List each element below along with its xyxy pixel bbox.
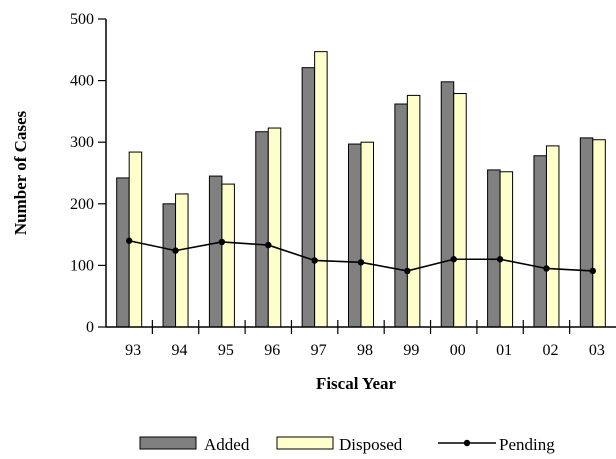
bar-added: [208, 175, 223, 328]
pending-point: [172, 247, 179, 254]
pending-point: [357, 259, 365, 266]
bar-added: [533, 155, 547, 328]
pending-point: [543, 265, 550, 272]
x-axis-title: Fiscal Year: [316, 374, 397, 393]
bar-added: [394, 103, 408, 328]
bar-disposed: [175, 193, 189, 328]
pending-point: [311, 257, 318, 264]
y-tick-label: 200: [70, 196, 94, 213]
x-ticks: 93 94 95 96 97 98 99 00 01 02 03: [125, 320, 605, 359]
legend: Added Disposed Pending: [139, 435, 555, 454]
bar-disposed: [406, 94, 421, 328]
bar-disposed: [545, 145, 560, 328]
x-tick-label: 99: [403, 342, 419, 359]
x-tick-label: 97: [311, 342, 327, 359]
y-axis-title: Number of Cases: [11, 110, 30, 235]
y-tick-label: 300: [70, 134, 94, 151]
legend-swatch-added: [139, 436, 197, 450]
bar-added: [162, 203, 177, 328]
legend-marker-pending: [463, 439, 471, 447]
bar-added: [301, 67, 316, 328]
legend-label-pending: Pending: [499, 435, 555, 454]
x-tick-label: 95: [218, 342, 234, 359]
pending-point: [589, 267, 597, 275]
bar-disposed: [499, 171, 514, 328]
bar-disposed: [221, 183, 235, 328]
y-ticks: 0 100 200 300 400 500: [70, 11, 106, 336]
x-tick-label: 00: [450, 342, 466, 359]
legend-label-added: Added: [204, 435, 250, 454]
pending-point: [450, 256, 457, 263]
x-tick-label: 02: [542, 342, 558, 359]
x-tick-label: 94: [172, 342, 188, 359]
pending-point: [265, 241, 272, 249]
bar-disposed: [314, 51, 328, 328]
y-tick-label: 0: [86, 319, 94, 336]
pending-point: [496, 256, 504, 263]
x-tick-label: 03: [589, 342, 605, 359]
x-tick-label: 98: [357, 342, 373, 359]
plot-area: [116, 51, 606, 328]
bar-added: [255, 131, 269, 328]
bar-added: [440, 81, 455, 328]
legend-label-disposed: Disposed: [339, 435, 403, 454]
pending-point: [218, 238, 226, 246]
y-tick-label: 400: [70, 73, 94, 90]
bar-disposed: [267, 127, 282, 328]
bar-added: [348, 143, 362, 328]
bar-disposed: [592, 139, 606, 328]
pending-point: [125, 237, 133, 244]
bar-added: [116, 177, 130, 328]
bar-added: [579, 137, 594, 328]
y-tick-label: 100: [70, 257, 94, 274]
y-tick-label: 500: [70, 11, 94, 28]
pending-point: [404, 267, 411, 275]
bar-added: [487, 169, 501, 328]
legend-swatch-disposed: [276, 436, 334, 450]
x-tick-label: 01: [496, 342, 512, 359]
bar-disposed: [453, 93, 467, 328]
x-tick-label: 96: [264, 342, 280, 359]
x-tick-label: 93: [125, 342, 141, 359]
bar-disposed: [360, 141, 374, 328]
